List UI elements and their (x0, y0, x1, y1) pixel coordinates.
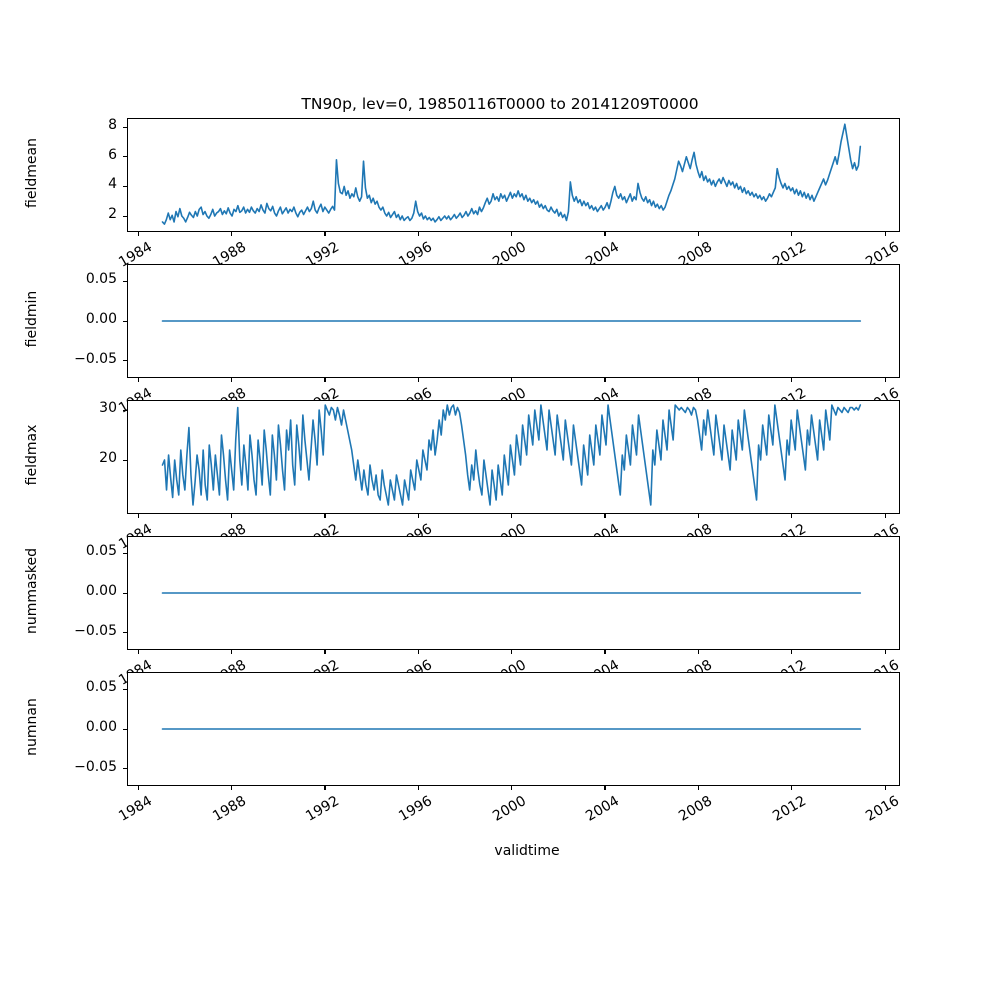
ytick-mark-fieldmin-2 (123, 360, 127, 362)
xtick-mark-fieldmin-1 (231, 378, 233, 382)
xtick-mark-nummasked-3 (417, 650, 419, 654)
xtick-mark-numnan-4 (511, 786, 513, 790)
xtick-mark-fieldmax-3 (417, 514, 419, 518)
xtick-mark-fieldmin-4 (511, 378, 513, 382)
ytick-label-fieldmin-0: 0.05 (85, 271, 117, 288)
ytick-label-numnan-0: 0.05 (85, 679, 117, 696)
ytick-label-fieldmax-1: 30 (99, 400, 117, 416)
ytick-mark-fieldmean-3 (123, 126, 127, 128)
xtick-mark-fieldmin-6 (697, 378, 699, 382)
series-fieldmin (161, 320, 862, 322)
xtick-mark-fieldmean-5 (604, 232, 606, 236)
xtick-mark-fieldmean-1 (231, 232, 233, 236)
ytick-label-numnan-2: −0.05 (74, 758, 117, 775)
xtick-mark-fieldmax-7 (791, 514, 793, 518)
xtick-mark-fieldmean-3 (417, 232, 419, 236)
xtick-mark-nummasked-5 (604, 650, 606, 654)
ytick-label-fieldmean-2: 6 (108, 146, 117, 163)
y-axis-label-nummasked: nummasked (24, 548, 40, 635)
plot-area-nummasked (127, 536, 900, 650)
xtick-mark-fieldmean-7 (791, 232, 793, 236)
y-axis-label-numnan: numnan (24, 698, 40, 756)
xtick-mark-nummasked-0 (137, 650, 139, 654)
xtick-mark-nummasked-6 (697, 650, 699, 654)
xtick-mark-fieldmin-7 (791, 378, 793, 382)
ytick-label-fieldmax-0: 20 (99, 450, 117, 466)
xtick-mark-fieldmin-2 (324, 378, 326, 382)
ytick-label-numnan-1: 0.00 (85, 719, 117, 735)
xtick-mark-nummasked-8 (884, 650, 886, 654)
xtick-mark-numnan-2 (324, 786, 326, 790)
ytick-mark-nummasked-2 (123, 632, 127, 634)
ytick-label-fieldmean-1: 4 (108, 176, 117, 193)
xtick-mark-numnan-8 (884, 786, 886, 790)
ytick-mark-fieldmean-0 (123, 215, 127, 217)
ytick-label-fieldmin-1: 0.00 (85, 311, 117, 327)
xtick-mark-nummasked-4 (511, 650, 513, 654)
ytick-mark-nummasked-1 (123, 592, 127, 594)
plot-area-fieldmin (127, 264, 900, 378)
xtick-mark-fieldmean-8 (884, 232, 886, 236)
ytick-mark-fieldmean-2 (123, 156, 127, 158)
xtick-mark-fieldmax-5 (604, 514, 606, 518)
xtick-mark-fieldmax-2 (324, 514, 326, 518)
xtick-mark-numnan-3 (417, 786, 419, 790)
y-axis-label-fieldmin: fieldmin (24, 290, 40, 348)
xtick-mark-numnan-6 (697, 786, 699, 790)
ytick-mark-fieldmean-1 (123, 185, 127, 187)
xtick-mark-nummasked-1 (231, 650, 233, 654)
ytick-label-nummasked-0: 0.05 (85, 543, 117, 560)
ytick-mark-nummasked-0 (123, 552, 127, 554)
figure-title: TN90p, lev=0, 19850116T0000 to 20141209T… (301, 95, 699, 113)
xtick-mark-fieldmax-0 (137, 514, 139, 518)
series-numnan (161, 728, 862, 730)
xtick-mark-fieldmean-2 (324, 232, 326, 236)
ytick-label-nummasked-2: −0.05 (74, 622, 117, 639)
xtick-mark-nummasked-2 (324, 650, 326, 654)
xtick-mark-fieldmin-0 (137, 378, 139, 382)
xtick-mark-fieldmin-8 (884, 378, 886, 382)
ytick-label-fieldmean-0: 2 (108, 206, 117, 222)
xtick-mark-fieldmax-6 (697, 514, 699, 518)
ytick-mark-numnan-0 (123, 688, 127, 690)
xtick-mark-fieldmax-1 (231, 514, 233, 518)
ytick-label-fieldmin-2: −0.05 (74, 350, 117, 367)
xtick-mark-numnan-5 (604, 786, 606, 790)
series-nummasked (161, 592, 862, 594)
xtick-mark-numnan-7 (791, 786, 793, 790)
ytick-mark-numnan-1 (123, 728, 127, 730)
xtick-mark-fieldmax-4 (511, 514, 513, 518)
xtick-mark-nummasked-7 (791, 650, 793, 654)
xtick-mark-fieldmin-5 (604, 378, 606, 382)
ytick-mark-numnan-2 (123, 768, 127, 770)
series-fieldmax (161, 404, 862, 506)
ytick-mark-fieldmin-0 (123, 280, 127, 282)
ytick-mark-fieldmax-0 (123, 459, 127, 461)
xtick-mark-numnan-1 (231, 786, 233, 790)
ytick-label-nummasked-1: 0.00 (85, 583, 117, 599)
plot-area-fieldmax (127, 400, 900, 514)
y-axis-label-fieldmean: fieldmean (24, 138, 40, 208)
y-axis-label-fieldmax: fieldmax (24, 424, 40, 486)
ytick-mark-fieldmin-1 (123, 320, 127, 322)
plot-area-fieldmean (127, 118, 900, 232)
xtick-mark-numnan-0 (137, 786, 139, 790)
xtick-mark-fieldmean-6 (697, 232, 699, 236)
xtick-mark-fieldmin-3 (417, 378, 419, 382)
series-fieldmean (161, 123, 862, 225)
ytick-label-fieldmean-3: 8 (108, 117, 117, 134)
xtick-mark-fieldmean-0 (137, 232, 139, 236)
xtick-mark-fieldmean-4 (511, 232, 513, 236)
xtick-mark-fieldmax-8 (884, 514, 886, 518)
ytick-mark-fieldmax-1 (123, 409, 127, 411)
x-axis-label: validtime (494, 843, 560, 859)
plot-area-numnan (127, 672, 900, 786)
